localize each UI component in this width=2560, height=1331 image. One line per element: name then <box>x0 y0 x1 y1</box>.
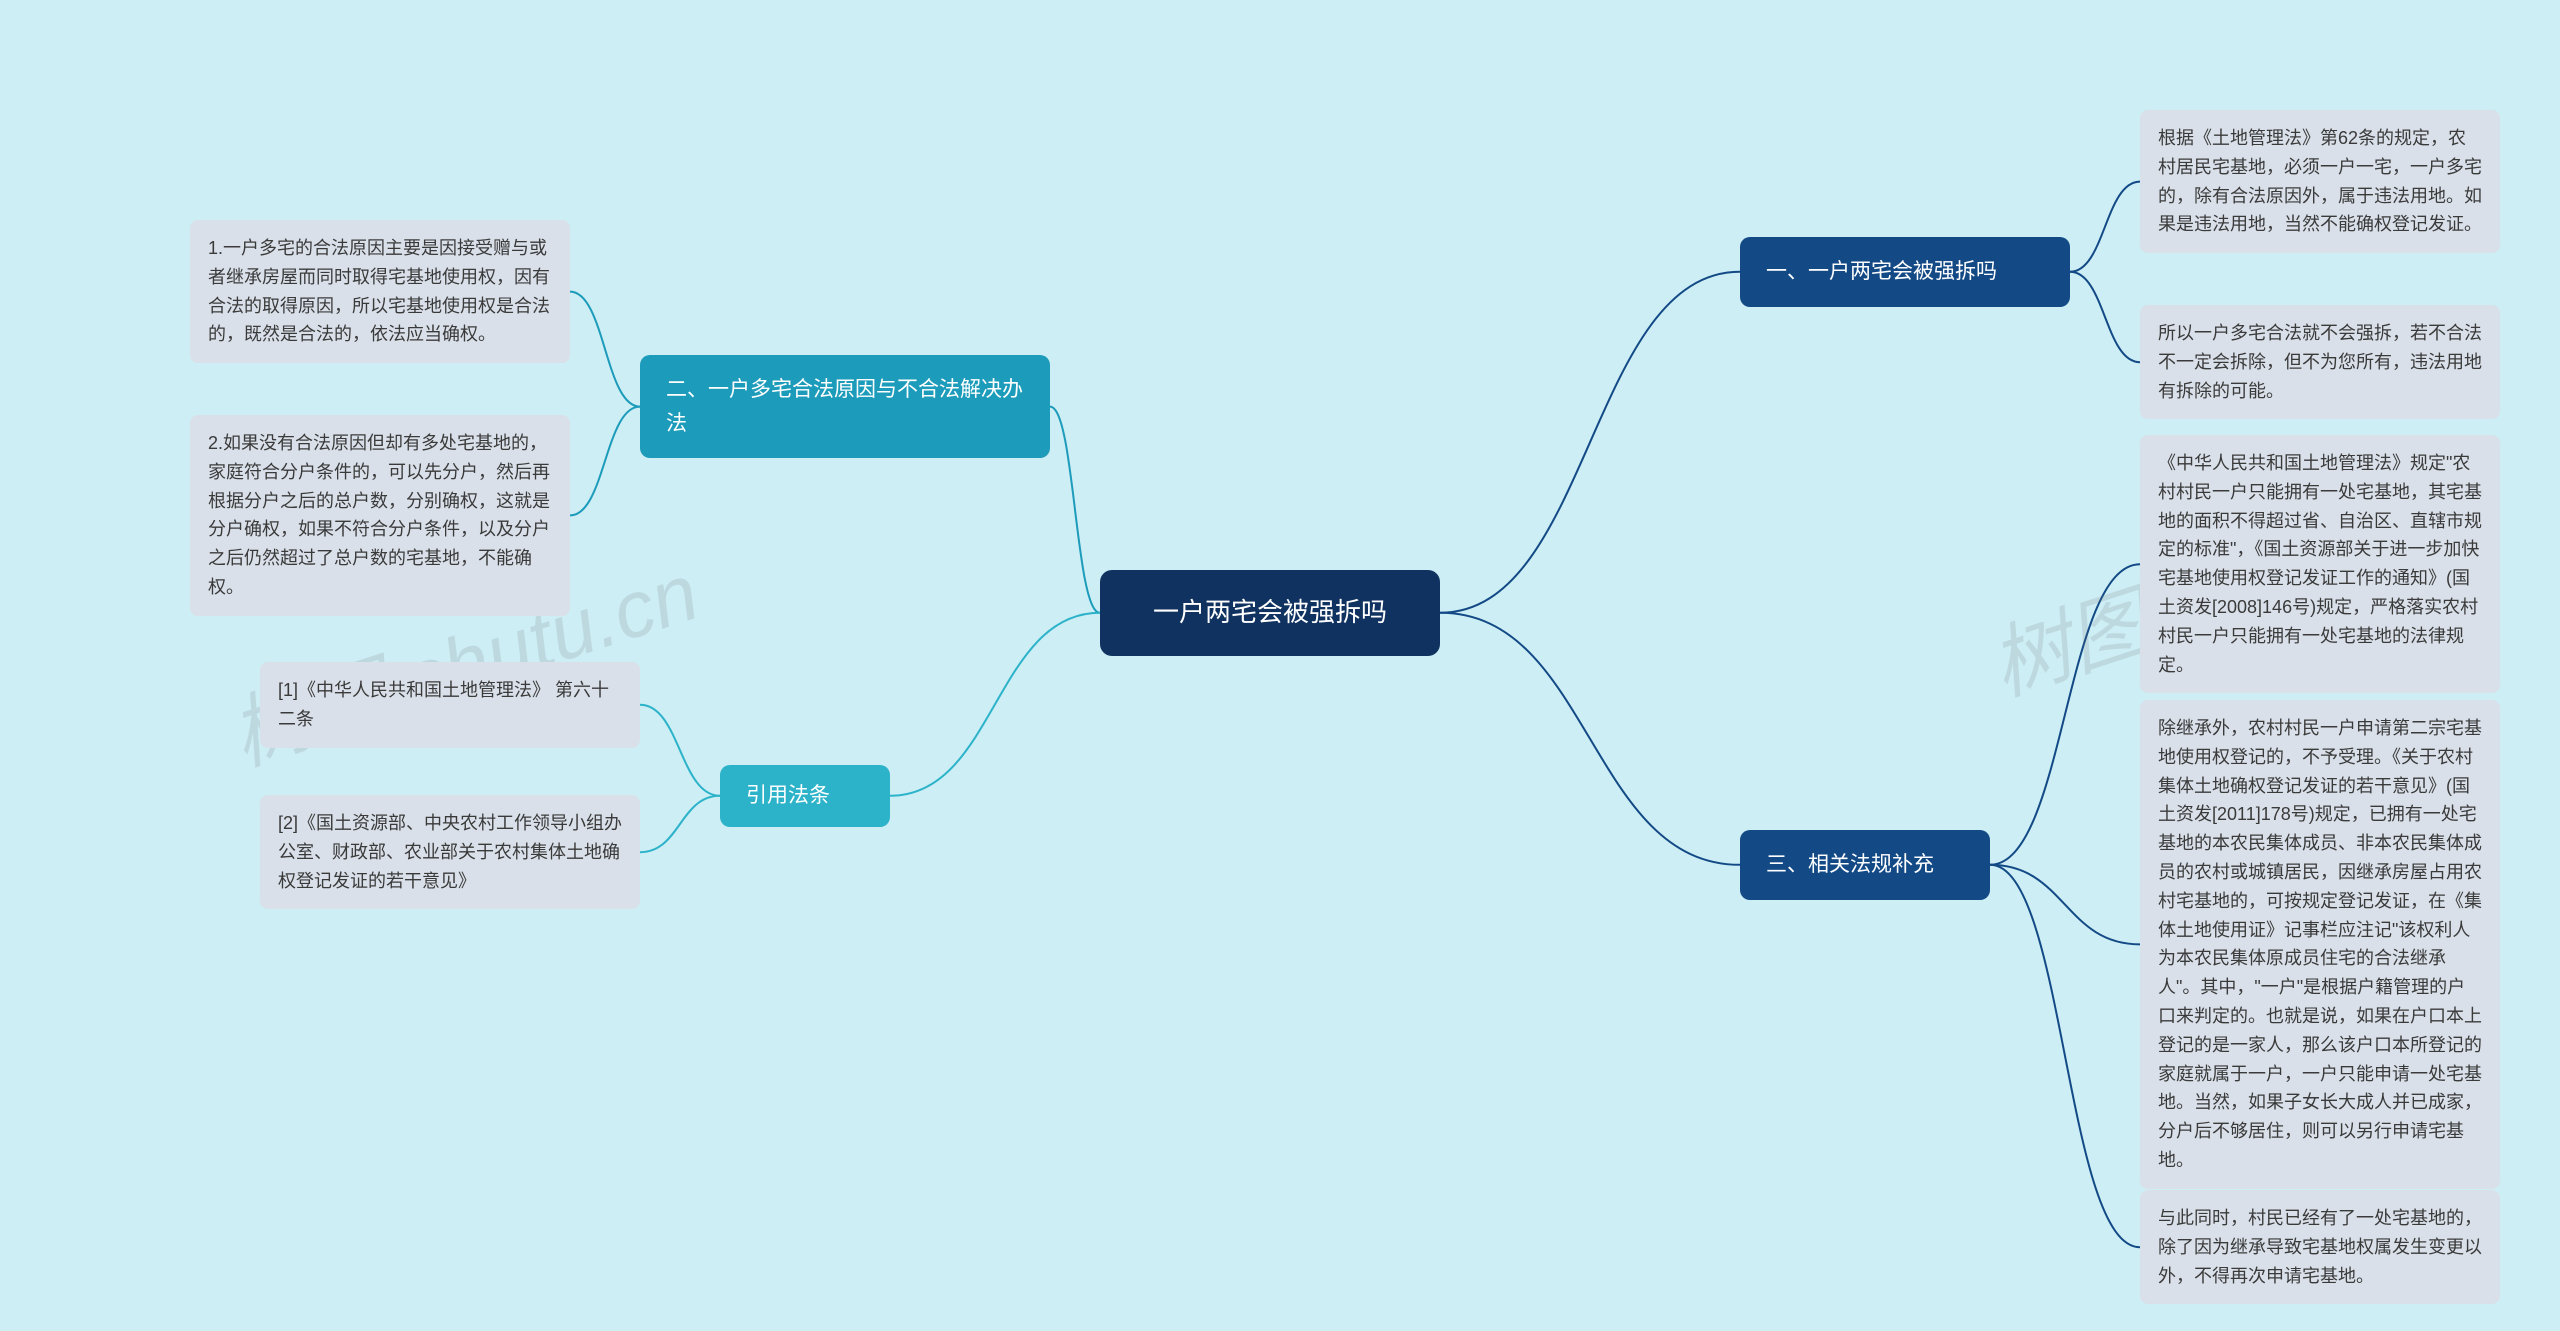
branch-node-4[interactable]: 引用法条 <box>720 765 890 827</box>
branch-node-2[interactable]: 二、一户多宅合法原因与不合法解决办法 <box>640 355 1050 458</box>
leaf-node[interactable]: 所以一户多宅合法就不会强拆，若不合法不一定会拆除，但不为您所有，违法用地有拆除的… <box>2140 305 2500 419</box>
leaf-node[interactable]: 2.如果没有合法原因但却有多处宅基地的，家庭符合分户条件的，可以先分户，然后再根… <box>190 415 570 616</box>
leaf-node[interactable]: 除继承外，农村村民一户申请第二宗宅基地使用权登记的，不予受理。《关于农村集体土地… <box>2140 700 2500 1189</box>
branch-node-1[interactable]: 一、一户两宅会被强拆吗 <box>1740 237 2070 307</box>
leaf-node[interactable]: 1.一户多宅的合法原因主要是因接受赠与或者继承房屋而同时取得宅基地使用权，因有合… <box>190 220 570 363</box>
root-node[interactable]: 一户两宅会被强拆吗 <box>1100 570 1440 656</box>
leaf-node[interactable]: 《中华人民共和国土地管理法》规定"农村村民一户只能拥有一处宅基地，其宅基地的面积… <box>2140 435 2500 693</box>
leaf-node[interactable]: [1]《中华人民共和国土地管理法》 第六十二条 <box>260 662 640 748</box>
leaf-node[interactable]: [2]《国土资源部、中央农村工作领导小组办公室、财政部、农业部关于农村集体土地确… <box>260 795 640 909</box>
branch-node-3[interactable]: 三、相关法规补充 <box>1740 830 1990 900</box>
leaf-node[interactable]: 与此同时，村民已经有了一处宅基地的，除了因为继承导致宅基地权属发生变更以外，不得… <box>2140 1190 2500 1304</box>
leaf-node[interactable]: 根据《土地管理法》第62条的规定，农村居民宅基地，必须一户一宅，一户多宅的，除有… <box>2140 110 2500 253</box>
mindmap-canvas: 树图 shutu.cn 树图 shutu.cn 一户两宅会被强拆吗 一、一户两宅… <box>0 0 2560 1331</box>
